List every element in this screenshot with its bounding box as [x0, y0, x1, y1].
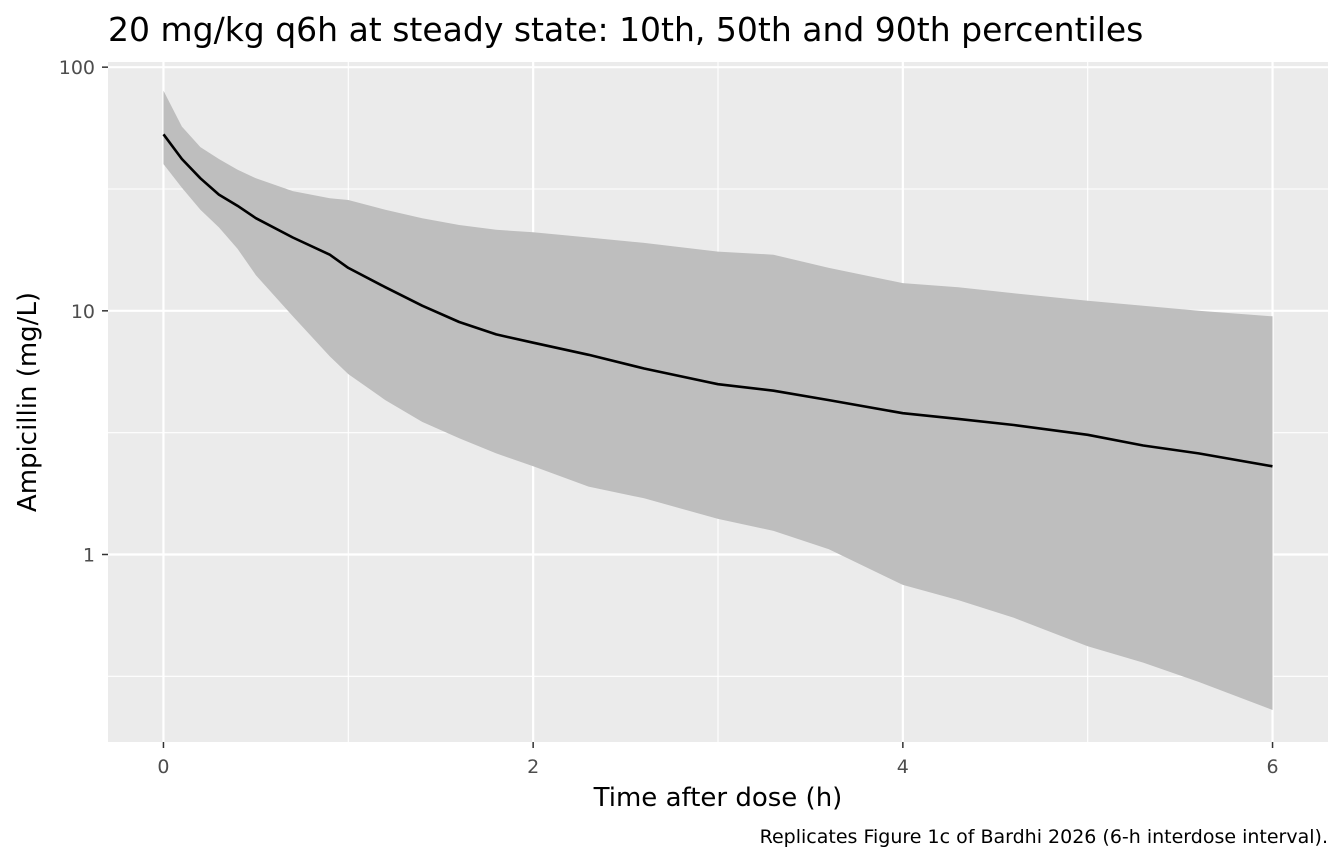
percentile-ribbon-layer — [163, 90, 1273, 711]
x-tick-label: 4 — [897, 756, 909, 778]
x-tick-label: 2 — [527, 756, 539, 778]
chart-caption: Replicates Figure 1c of Bardhi 2026 (6-h… — [760, 826, 1328, 848]
y-tick-label: 100 — [59, 57, 95, 79]
x-axis-ticks: 0 2 4 6 — [157, 742, 1279, 778]
x-axis-title: Time after dose (h) — [593, 783, 843, 813]
median-line — [162, 133, 1273, 468]
x-tick-label: 6 — [1266, 756, 1278, 778]
chart-title: 20 mg/kg q6h at steady state: 10th, 50th… — [108, 10, 1143, 49]
x-tick-label: 0 — [157, 756, 169, 778]
y-axis-ticks: 1 10 100 — [59, 57, 108, 566]
y-tick-label: 1 — [83, 544, 95, 566]
percentile-ribbon — [163, 90, 1273, 711]
median-line-layer — [162, 133, 1273, 468]
y-tick-label: 10 — [71, 301, 95, 323]
y-axis-title: Ampicillin (mg/L) — [13, 292, 43, 512]
